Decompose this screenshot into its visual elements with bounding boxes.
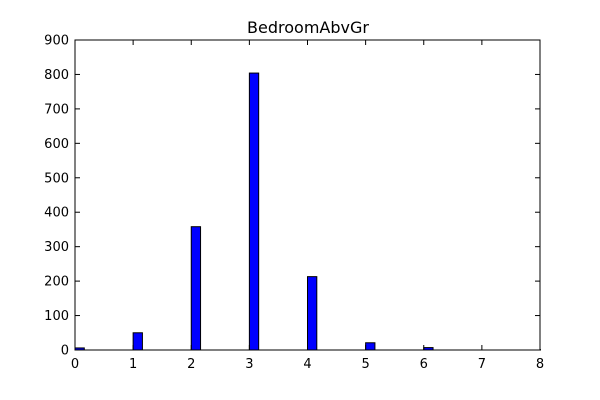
- x-tick-label: 1: [129, 357, 137, 372]
- y-tick-label: 900: [44, 34, 69, 49]
- histogram-bar: [132, 332, 143, 351]
- y-tick-label: 200: [44, 275, 69, 290]
- y-tick-label: 100: [44, 309, 69, 324]
- x-tick-label: 7: [478, 357, 486, 372]
- histogram-bar: [190, 226, 202, 351]
- x-tick-label: 6: [420, 357, 428, 372]
- y-tick-label: 500: [44, 171, 69, 186]
- plot-frame: [74, 39, 541, 351]
- x-tick-label: 0: [71, 357, 79, 372]
- bar-group: [74, 72, 541, 351]
- y-tick-label: 400: [44, 206, 69, 221]
- x-tick-label: 4: [303, 357, 311, 372]
- tick-label-group: 0 1 2 3 4 5 6 7 8 0 100 200 300 400 500 600 700 800 900: [44, 34, 544, 373]
- histogram-bar: [365, 342, 376, 351]
- y-tick-label: 0: [61, 344, 69, 359]
- y-tick-label: 700: [44, 102, 69, 117]
- histogram-bar: [307, 276, 318, 351]
- chart-title: BedroomAbvGr: [247, 18, 369, 37]
- y-tick-label: 800: [44, 68, 69, 83]
- x-tick-label: 5: [361, 357, 369, 372]
- histogram-bar: [248, 72, 260, 351]
- x-tick-label: 2: [187, 357, 195, 372]
- y-tick-label: 600: [44, 137, 69, 152]
- y-tick-label: 300: [44, 240, 69, 255]
- x-tick-label: 8: [536, 357, 544, 372]
- x-tick-label: 3: [245, 357, 253, 372]
